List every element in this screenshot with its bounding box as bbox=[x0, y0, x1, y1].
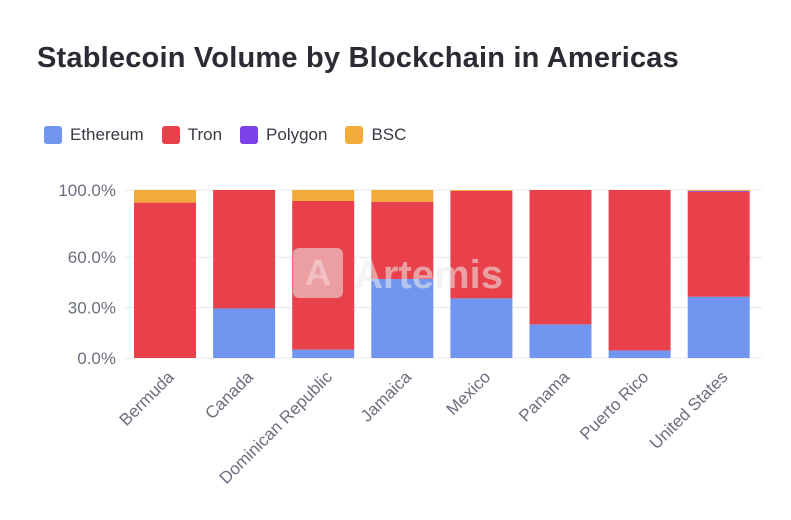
x-tick-label: Bermuda bbox=[116, 367, 179, 430]
bar-segment-bsc[interactable] bbox=[450, 190, 513, 191]
bar-segment-tron[interactable] bbox=[213, 190, 276, 309]
bar-segment-ethereum[interactable] bbox=[687, 296, 750, 358]
bar-segment-bsc[interactable] bbox=[292, 190, 355, 201]
legend-swatch-tron bbox=[161, 126, 180, 144]
y-tick-label: 30.0% bbox=[68, 299, 116, 318]
bar-segment-tron[interactable] bbox=[450, 190, 513, 299]
bar-segment-tron[interactable] bbox=[529, 190, 592, 325]
y-tick-label: 100.0% bbox=[58, 181, 116, 200]
legend-swatch-bsc bbox=[345, 126, 364, 144]
legend-label-ethereum: Ethereum bbox=[70, 125, 144, 144]
bar-segment-tron[interactable] bbox=[371, 201, 434, 280]
legend-label-bsc: BSC bbox=[371, 125, 407, 144]
x-tick-label: Mexico bbox=[443, 367, 495, 419]
y-tick-label: 60.0% bbox=[68, 248, 116, 267]
legend-swatch-polygon bbox=[240, 126, 259, 144]
bar-segment-bsc[interactable] bbox=[687, 190, 750, 191]
legend-item-polygon[interactable]: Polygon bbox=[240, 125, 327, 145]
x-tick-label: United States bbox=[646, 367, 732, 453]
watermark: A Artemis bbox=[293, 248, 503, 298]
bar-segment-polygon[interactable] bbox=[687, 190, 750, 192]
bar-segment-tron[interactable] bbox=[687, 191, 750, 297]
bar-segment-bsc[interactable] bbox=[134, 190, 196, 203]
legend-item-tron[interactable]: Tron bbox=[161, 125, 223, 145]
watermark-logo-icon bbox=[293, 248, 343, 298]
x-tick-label: Canada bbox=[201, 367, 257, 423]
x-tick-label: Jamaica bbox=[357, 367, 416, 426]
y-tick-label: 0.0% bbox=[77, 349, 116, 368]
legend-item-bsc[interactable]: BSC bbox=[345, 125, 406, 145]
bar-segment-tron[interactable] bbox=[134, 202, 196, 358]
legend-label-tron: Tron bbox=[187, 125, 223, 144]
y-axis-ticks: 0.0% 30.0% 60.0% 100.0% bbox=[58, 181, 116, 368]
bar-segment-bsc[interactable] bbox=[371, 190, 434, 202]
legend: Ethereum Tron Polygon BSC bbox=[44, 125, 424, 145]
bar-segment-ethereum[interactable] bbox=[529, 324, 592, 358]
x-tick-label: Panama bbox=[515, 367, 574, 426]
bar-segment-ethereum[interactable] bbox=[371, 279, 434, 358]
chart-title: Stablecoin Volume by Blockchain in Ameri… bbox=[37, 42, 679, 74]
x-tick-label: Puerto Rico bbox=[576, 367, 652, 443]
bars bbox=[134, 190, 750, 358]
bar-segment-tron[interactable] bbox=[608, 190, 671, 351]
legend-swatch-ethereum bbox=[44, 126, 62, 144]
watermark-logo-glyph-icon: A bbox=[305, 252, 331, 293]
legend-item-ethereum[interactable]: Ethereum bbox=[44, 125, 144, 145]
bar-segment-ethereum[interactable] bbox=[450, 298, 513, 358]
bar-segment-ethereum[interactable] bbox=[608, 350, 671, 358]
bar-segment-ethereum[interactable] bbox=[292, 349, 355, 358]
legend-label-polygon: Polygon bbox=[266, 125, 328, 144]
watermark-text: Artemis bbox=[354, 253, 503, 297]
bar-segment-ethereum[interactable] bbox=[213, 308, 276, 358]
